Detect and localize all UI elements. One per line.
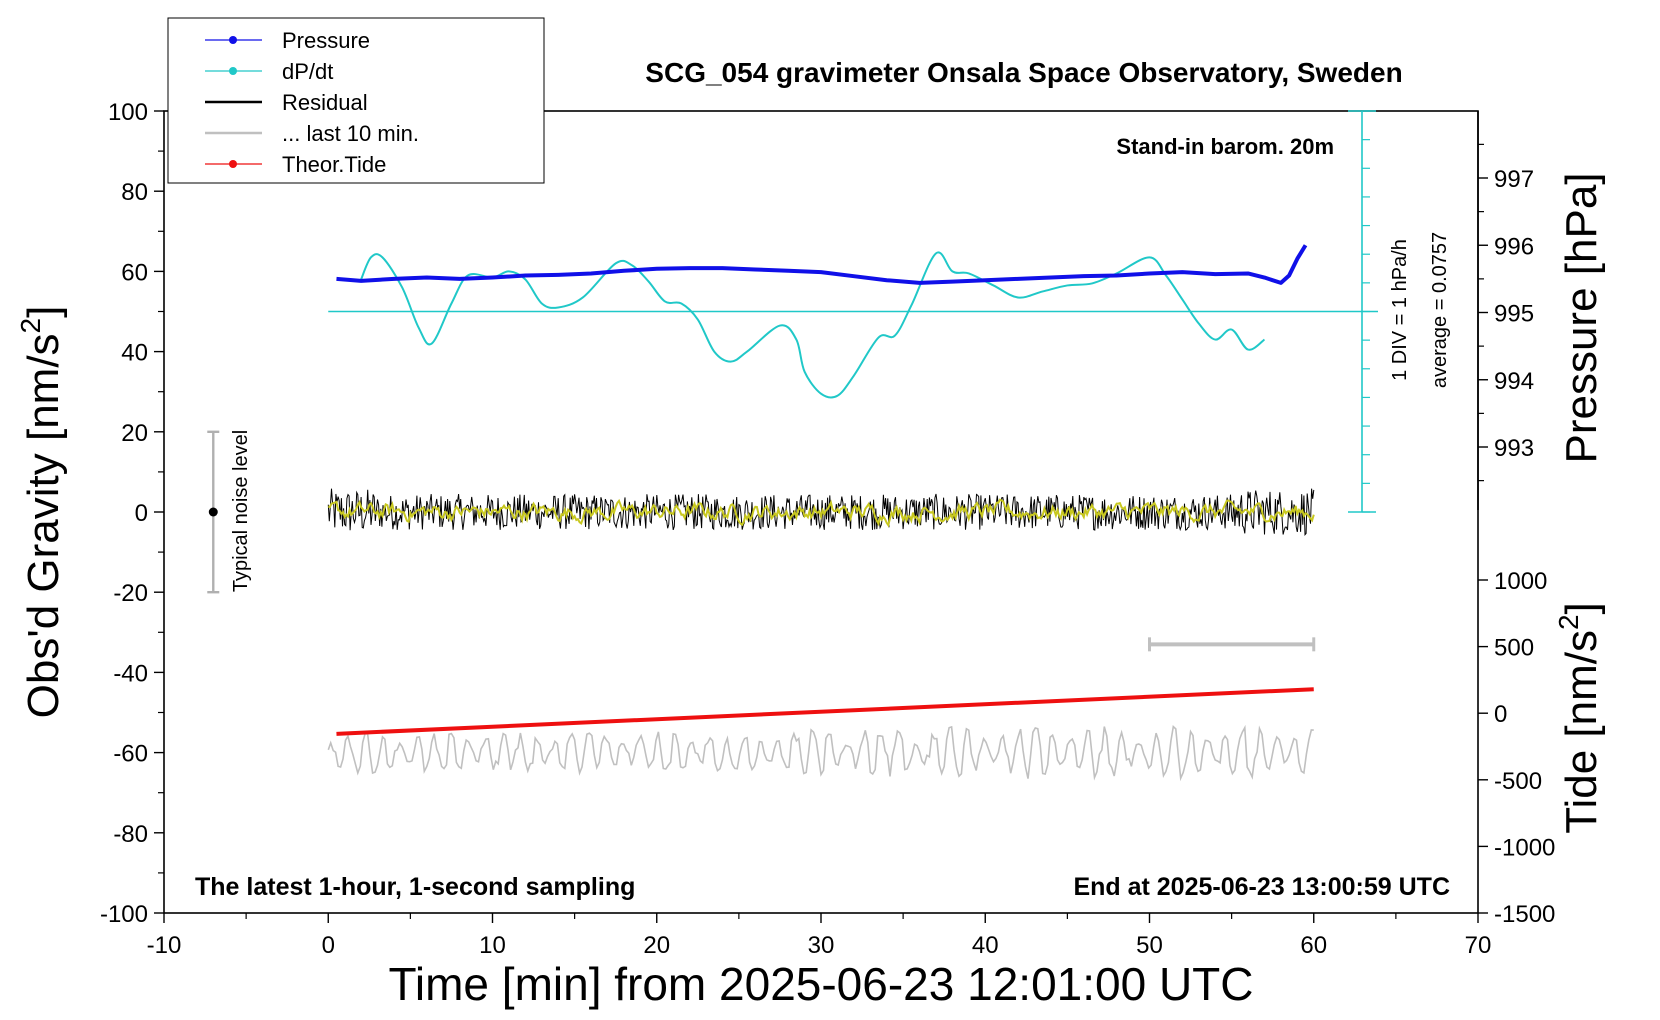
tide-axis: 1000 500 0 -500 -1000 -1500 <box>1478 568 1555 928</box>
plot-frame <box>163 110 1479 914</box>
y-tick-label: 40 <box>121 340 148 367</box>
legend-label: ... last 10 min. <box>282 121 419 146</box>
gravity-axis-label-main: Obs'd Gravity [nm/s <box>19 333 68 718</box>
y-tick-label: -20 <box>113 580 148 607</box>
x-tick-label: 30 <box>808 932 835 959</box>
y-tick-label: 80 <box>121 179 148 206</box>
legend-label: Theor.Tide <box>282 152 386 177</box>
x-tick-label: 0 <box>322 932 335 959</box>
barometer-note: Stand-in barom. 20m <box>1116 134 1334 159</box>
y-tick-label: -40 <box>113 660 148 687</box>
pressure-axis: 997 996 995 994 993 <box>1477 111 1534 510</box>
pressure-axis-label: Pressure [hPa] <box>1557 172 1606 463</box>
legend-label: dP/dt <box>282 59 333 84</box>
x-axis-label: Time [min] from 2025-06-23 12:01:00 UTC <box>389 958 1254 1010</box>
x-tick-label: 60 <box>1300 932 1327 959</box>
bottom-right-note: End at 2025-06-23 13:00:59 UTC <box>1073 873 1450 901</box>
legend: Pressure dP/dt Residual ... last 10 min. The… <box>167 17 545 184</box>
last-10-min-line <box>327 724 1314 782</box>
x-tick-label: 20 <box>643 932 670 959</box>
average-note: average = 0.0757 <box>1429 232 1451 388</box>
legend-box <box>167 17 545 184</box>
y-tick-label: 0 <box>135 500 148 527</box>
x-tick-label: 70 <box>1465 932 1492 959</box>
residual-line <box>327 488 1315 537</box>
residual-smooth-line <box>328 498 1315 528</box>
pressure-tick-label: 995 <box>1494 301 1534 328</box>
gravity-axis: 100 80 60 40 20 0 -20 -40 -60 -80 -100 <box>100 99 164 928</box>
legend-label: Residual <box>282 90 368 115</box>
noise-note: Typical noise level <box>230 430 252 592</box>
y-tick-label: 60 <box>121 259 148 286</box>
tide-tick-label: 500 <box>1494 635 1534 662</box>
pressure-tick-label: 994 <box>1494 368 1534 395</box>
x-tick-label: -10 <box>147 932 182 959</box>
div-note: 1 DIV = 1 hPa/h <box>1389 239 1411 381</box>
y-tick-label: -100 <box>100 901 148 928</box>
legend-label: Pressure <box>282 28 370 53</box>
tide-tick-label: 1000 <box>1494 568 1547 595</box>
gravity-axis-label: Obs'd Gravity [nm/s2] <box>15 306 68 719</box>
chart-title: SCG_054 gravimeter Onsala Space Observat… <box>645 57 1402 88</box>
y-tick-label: -80 <box>113 821 148 848</box>
x-tick-label: 40 <box>972 932 999 959</box>
legend-dot <box>229 36 237 44</box>
y-tick-label: 100 <box>108 99 148 126</box>
legend-dot <box>229 160 237 168</box>
bottom-left-note: The latest 1-hour, 1-second sampling <box>195 873 635 901</box>
gravity-axis-label-end: ] <box>19 306 68 318</box>
gravity-axis-label-sup: 2 <box>15 318 46 334</box>
y-tick-label: 20 <box>121 420 148 447</box>
tide-axis-label: Tide [nm/s2] <box>1553 602 1606 834</box>
tide-line <box>336 687 1314 736</box>
series-layer <box>207 110 1378 782</box>
tide-tick-label: -1000 <box>1494 834 1555 861</box>
x-axis: -10 0 10 20 30 40 50 60 70 <box>147 913 1492 959</box>
pressure-tick-label: 997 <box>1494 166 1534 193</box>
tide-tick-label: 0 <box>1494 701 1507 728</box>
tide-tick-label: -1500 <box>1494 901 1555 928</box>
y-tick-label: -60 <box>113 741 148 768</box>
tide-axis-label-end: ] <box>1557 602 1606 614</box>
tide-axis-label-main: Tide [nm/s <box>1557 630 1606 834</box>
legend-dot <box>229 67 237 75</box>
pressure-tick-label: 996 <box>1494 233 1534 260</box>
x-tick-label: 50 <box>1136 932 1163 959</box>
tide-tick-label: -500 <box>1494 768 1542 795</box>
x-tick-label: 10 <box>479 932 506 959</box>
pressure-tick-label: 993 <box>1494 435 1534 462</box>
tide-axis-label-sup: 2 <box>1553 614 1584 630</box>
noise-bar-center <box>208 507 218 517</box>
pressure-line <box>336 244 1308 285</box>
